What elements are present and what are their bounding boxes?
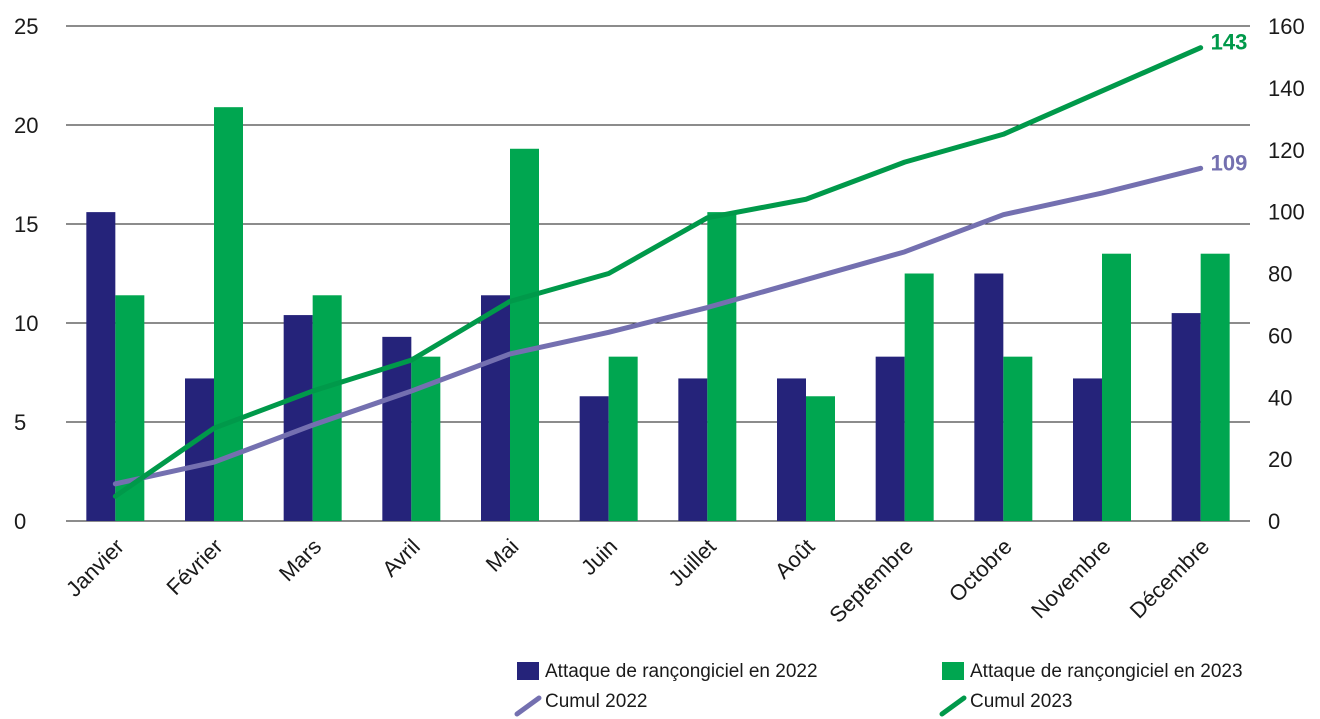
bar [904, 273, 934, 521]
bar [185, 378, 214, 521]
right-tick-label: 100 [1268, 200, 1305, 225]
right-axis-ticks: 0 20 40 60 80 100 120 140 160 [1268, 14, 1305, 534]
x-tick-label: Mars [274, 534, 326, 586]
x-tick-label: Août [770, 534, 820, 584]
bar [678, 378, 708, 521]
bar [510, 148, 539, 521]
right-tick-label: 80 [1268, 262, 1292, 287]
series-end-label: 143 [1211, 30, 1248, 55]
legend: Attaque de rançongiciel en 2022 Attaque d… [514, 661, 1243, 717]
bar [1073, 378, 1102, 521]
x-tick-label: Septembre [824, 534, 918, 628]
bars [86, 107, 1230, 522]
right-tick-label: 140 [1268, 76, 1305, 101]
end-labels: 109 143 [1211, 30, 1248, 176]
legend-label: Cumul 2022 [545, 691, 647, 712]
left-tick-label: 5 [14, 410, 26, 435]
bar [1200, 253, 1230, 521]
legend-label: Attaque de rançongiciel en 2023 [970, 661, 1243, 682]
bar [579, 396, 609, 521]
left-tick-label: 10 [14, 311, 38, 336]
x-tick-label: Avril [377, 534, 425, 582]
bar [1003, 356, 1033, 521]
x-tick-label: Février [161, 534, 227, 600]
bar [1171, 313, 1201, 521]
series-line [112, 45, 1204, 499]
bar [707, 212, 737, 521]
left-axis-ticks: 0 5 10 15 20 25 [14, 14, 38, 534]
legend-label: Cumul 2023 [970, 691, 1072, 712]
bar [1102, 253, 1131, 521]
x-tick-label: Novembre [1026, 534, 1115, 623]
left-tick-label: 20 [14, 113, 38, 138]
x-tick-label: Juillet [663, 534, 720, 591]
legend-swatch [517, 662, 539, 680]
right-tick-label: 60 [1268, 323, 1292, 348]
series-end-label: 109 [1211, 150, 1248, 175]
bar [481, 295, 510, 521]
bar [86, 212, 116, 521]
left-tick-label: 15 [14, 212, 38, 237]
x-tick-label: Octobre [944, 534, 1017, 607]
legend-line [514, 695, 542, 717]
left-tick-label: 25 [14, 14, 38, 39]
x-tick-label: Janvier [61, 534, 129, 602]
bar [312, 295, 342, 521]
legend-label: Attaque de rançongiciel en 2022 [545, 661, 818, 682]
bar [777, 378, 806, 521]
bar [283, 315, 313, 521]
left-tick-label: 0 [14, 509, 26, 534]
lines [112, 45, 1204, 499]
right-tick-label: 40 [1268, 385, 1292, 410]
series-line [112, 165, 1204, 487]
right-tick-label: 0 [1268, 509, 1280, 534]
legend-swatch [942, 662, 964, 680]
x-axis-ticks: Janvier Février Mars Avril Mai Juin Juillet Aoû… [61, 534, 1214, 628]
bar [806, 396, 835, 521]
gridlines [66, 25, 1250, 522]
right-tick-label: 120 [1268, 138, 1305, 163]
x-tick-label: Décembre [1125, 534, 1214, 623]
bar [974, 273, 1004, 521]
legend-line [939, 695, 967, 717]
x-tick-label: Juin [576, 534, 622, 580]
x-tick-label: Mai [481, 534, 524, 577]
right-tick-label: 20 [1268, 447, 1292, 472]
right-tick-label: 160 [1268, 14, 1305, 39]
bar [608, 356, 638, 521]
bar [875, 356, 905, 521]
